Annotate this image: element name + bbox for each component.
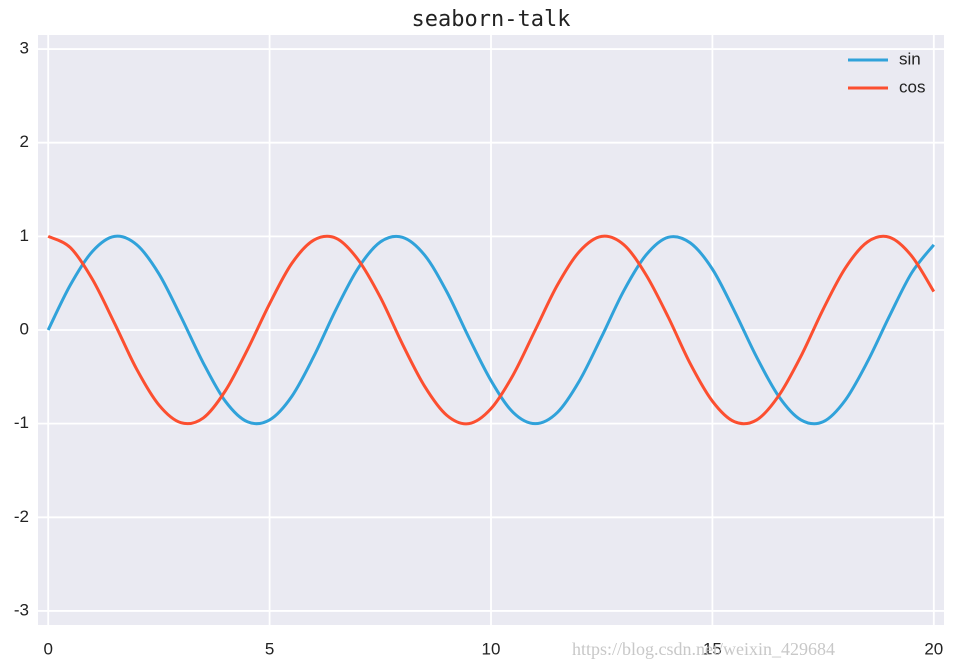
legend-label: sin xyxy=(899,49,921,68)
y-tick-label: 2 xyxy=(20,132,29,151)
watermark: https://blog.csdn.net/weixin_429684 xyxy=(572,639,835,659)
x-tick-label: 15 xyxy=(703,639,722,658)
y-tick-label: 1 xyxy=(20,226,29,245)
chart-title: seaborn-talk xyxy=(412,7,571,32)
y-tick-label: -1 xyxy=(14,413,29,432)
x-tick-label: 0 xyxy=(43,639,52,658)
y-tick-label: -3 xyxy=(14,600,29,619)
y-tick-label: 3 xyxy=(20,39,29,58)
y-tick-label: 0 xyxy=(20,319,29,338)
y-tick-label: -2 xyxy=(14,507,29,526)
x-tick-label: 5 xyxy=(265,639,274,658)
legend-label: cos xyxy=(899,77,925,96)
line-series xyxy=(47,234,936,426)
x-tick-label: 10 xyxy=(482,639,501,658)
line-series xyxy=(46,234,935,426)
x-tick-label: 20 xyxy=(924,639,943,658)
